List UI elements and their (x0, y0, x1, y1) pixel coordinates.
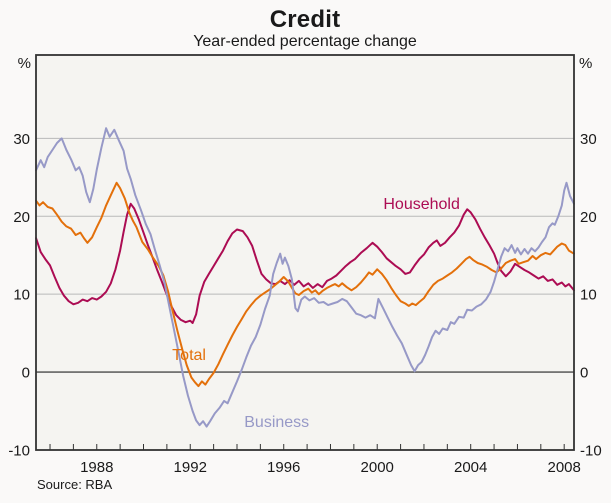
y-tick-label-right-10: 10 (580, 287, 597, 304)
y-tick-label-left-0: 0 (22, 365, 30, 382)
y-axis-unit-right: % (579, 55, 593, 72)
x-tick-label-1996: 1996 (267, 459, 300, 476)
x-tick-label-1992: 1992 (174, 459, 207, 476)
chart-subtitle: Year-ended percentage change (193, 33, 417, 50)
y-tick-label-left--10: -10 (8, 443, 30, 460)
x-tick-label-2004: 2004 (454, 459, 487, 476)
plot-frame (35, 54, 575, 451)
y-tick-label-left-30: 30 (13, 131, 30, 148)
source-note: Source: RBA (37, 477, 113, 492)
chart-title: Credit (269, 6, 341, 33)
series-line-total (35, 181, 575, 388)
x-tick-label-2008: 2008 (547, 459, 580, 476)
x-tick-label-1988: 1988 (80, 459, 113, 476)
series-label-total: Total (172, 346, 206, 364)
y-tick-label-right-0: 0 (580, 365, 588, 382)
y-axis-unit-left: % (17, 55, 31, 72)
y-tick-label-right-30: 30 (580, 131, 597, 148)
series-label-household: Household (383, 195, 460, 213)
y-tick-label-right--10: -10 (580, 443, 602, 460)
y-tick-label-right-20: 20 (580, 209, 597, 226)
y-tick-label-left-20: 20 (13, 209, 30, 226)
series-line-business (35, 127, 575, 428)
series-label-business: Business (244, 413, 310, 431)
plot-background (36, 55, 574, 450)
x-tick-label-2000: 2000 (361, 459, 394, 476)
y-tick-label-left-10: 10 (13, 287, 30, 304)
series-line-household (35, 202, 575, 324)
